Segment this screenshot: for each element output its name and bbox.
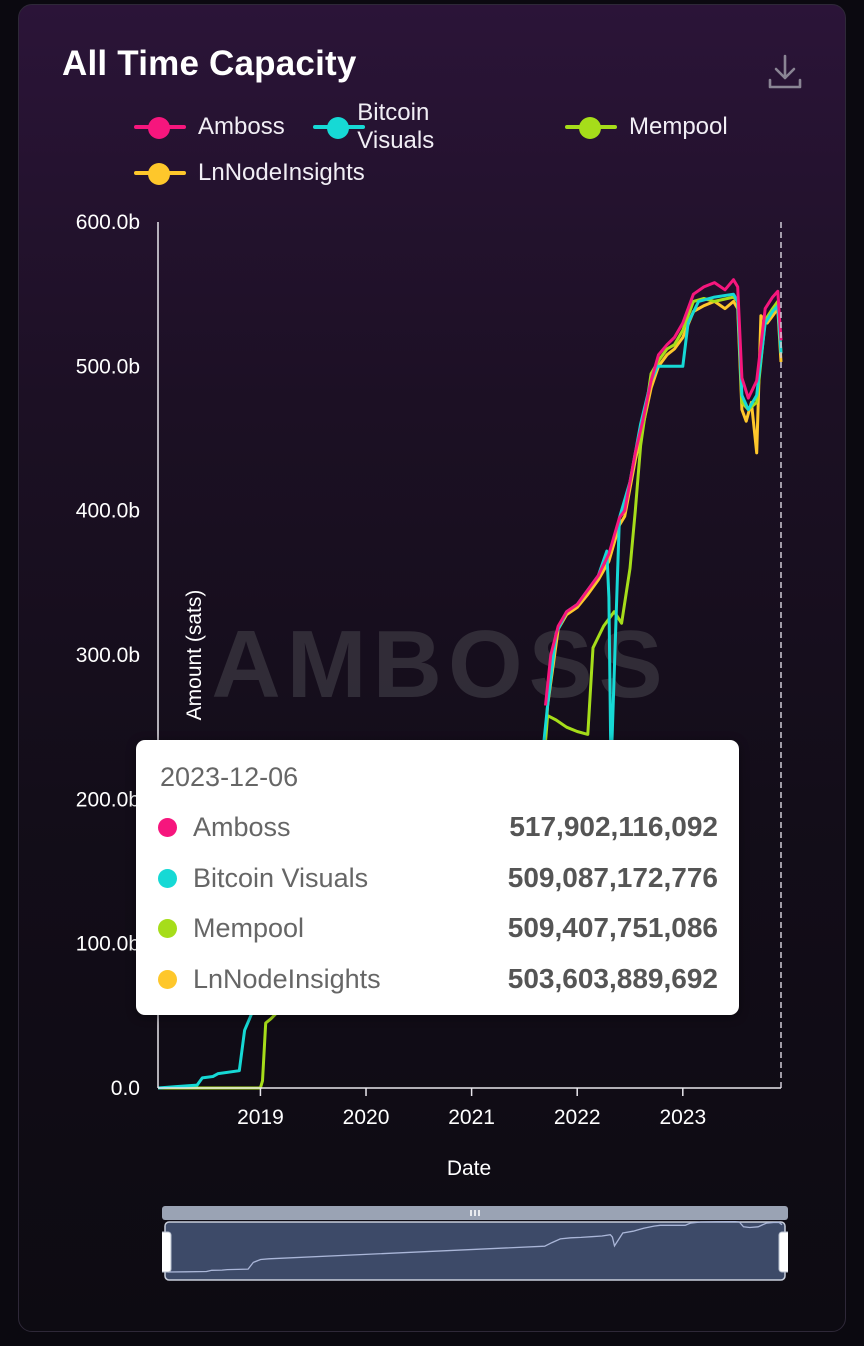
legend-swatch [134, 117, 186, 139]
legend-swatch [313, 117, 365, 139]
legend-item-bitcoin-visuals[interactable]: Bitcoin Visuals [313, 99, 454, 154]
tooltip-dot [158, 817, 177, 837]
tooltip-series-name: Bitcoin Visuals [193, 862, 369, 893]
tooltip-row-amboss: Amboss 517,902,116,092 [158, 809, 718, 845]
tooltip-series-name: Amboss [193, 811, 291, 842]
legend-item-mempool[interactable]: Mempool [565, 110, 728, 144]
y-tick-label: 300.0b [76, 644, 140, 667]
tooltip-series-name: Mempool [193, 912, 305, 943]
tooltip-row-lnnodeinsights: LnNodeInsights 503,603,889,692 [158, 961, 718, 997]
y-tick-label: 600.0b [76, 211, 140, 234]
legend-label: Bitcoin Visuals [357, 99, 435, 154]
zoom-handle-left[interactable] [162, 1231, 172, 1273]
series-line-lnnodeinsights[interactable] [541, 299, 783, 771]
download-icon[interactable] [766, 52, 804, 92]
y-tick-label: 0.0 [111, 1077, 140, 1100]
legend-item-lnnodeinsights[interactable]: LnNodeInsights [134, 156, 365, 190]
tooltip-series-value: 509,407,751,086 [507, 912, 718, 943]
y-tick-label: 400.0b [76, 500, 140, 523]
legend-swatch [565, 117, 617, 139]
chart-card [18, 4, 846, 1332]
y-tick-label: 100.0b [76, 933, 140, 956]
watermark: AMBOSS [211, 611, 668, 718]
x-tick-label: 2019 [237, 1106, 284, 1129]
tooltip-row-bitcoin-visuals: Bitcoin Visuals 509,087,172,776 [158, 860, 718, 896]
series-line-amboss[interactable] [544, 278, 783, 706]
tooltip-dot [158, 969, 177, 989]
zoom-handle-right[interactable] [778, 1231, 788, 1273]
tooltip-series-value: 503,603,889,692 [507, 963, 718, 994]
overview-line [167, 1221, 783, 1273]
x-tick-label: 2021 [448, 1106, 495, 1129]
tooltip-dot [158, 868, 177, 888]
legend-label: Mempool [629, 113, 728, 140]
x-tick-label: 2023 [659, 1106, 706, 1129]
x-tick-label: 2020 [343, 1106, 390, 1129]
legend-label: LnNodeInsights [198, 159, 365, 186]
tooltip-row-mempool: Mempool 509,407,751,086 [158, 910, 718, 946]
chart-title: All Time Capacity [62, 44, 357, 83]
legend-label: Amboss [198, 113, 285, 140]
tooltip-date: 2023-12-06 [160, 762, 299, 792]
y-tick-label: 200.0b [76, 788, 140, 811]
tooltip-series-value: 509,087,172,776 [507, 862, 718, 893]
legend-item-amboss[interactable]: Amboss [134, 110, 285, 144]
x-tick-label: 2022 [554, 1106, 601, 1129]
grip-lines-icon[interactable] [470, 1210, 480, 1216]
legend-swatch [134, 163, 186, 185]
x-axis-label: Date [447, 1157, 491, 1180]
zoom-slider[interactable] [162, 1206, 788, 1282]
tooltip-dot [158, 918, 177, 938]
y-axis-label: Amount (sats) [183, 590, 206, 721]
zoom-selection[interactable] [164, 1221, 786, 1281]
y-tick-label: 500.0b [76, 355, 140, 378]
tooltip-series-name: LnNodeInsights [193, 963, 381, 994]
chart-tooltip: 2023-12-06 Amboss 517,902,116,092 Bitcoi… [136, 740, 739, 1015]
tooltip-series-value: 517,902,116,092 [509, 811, 718, 842]
